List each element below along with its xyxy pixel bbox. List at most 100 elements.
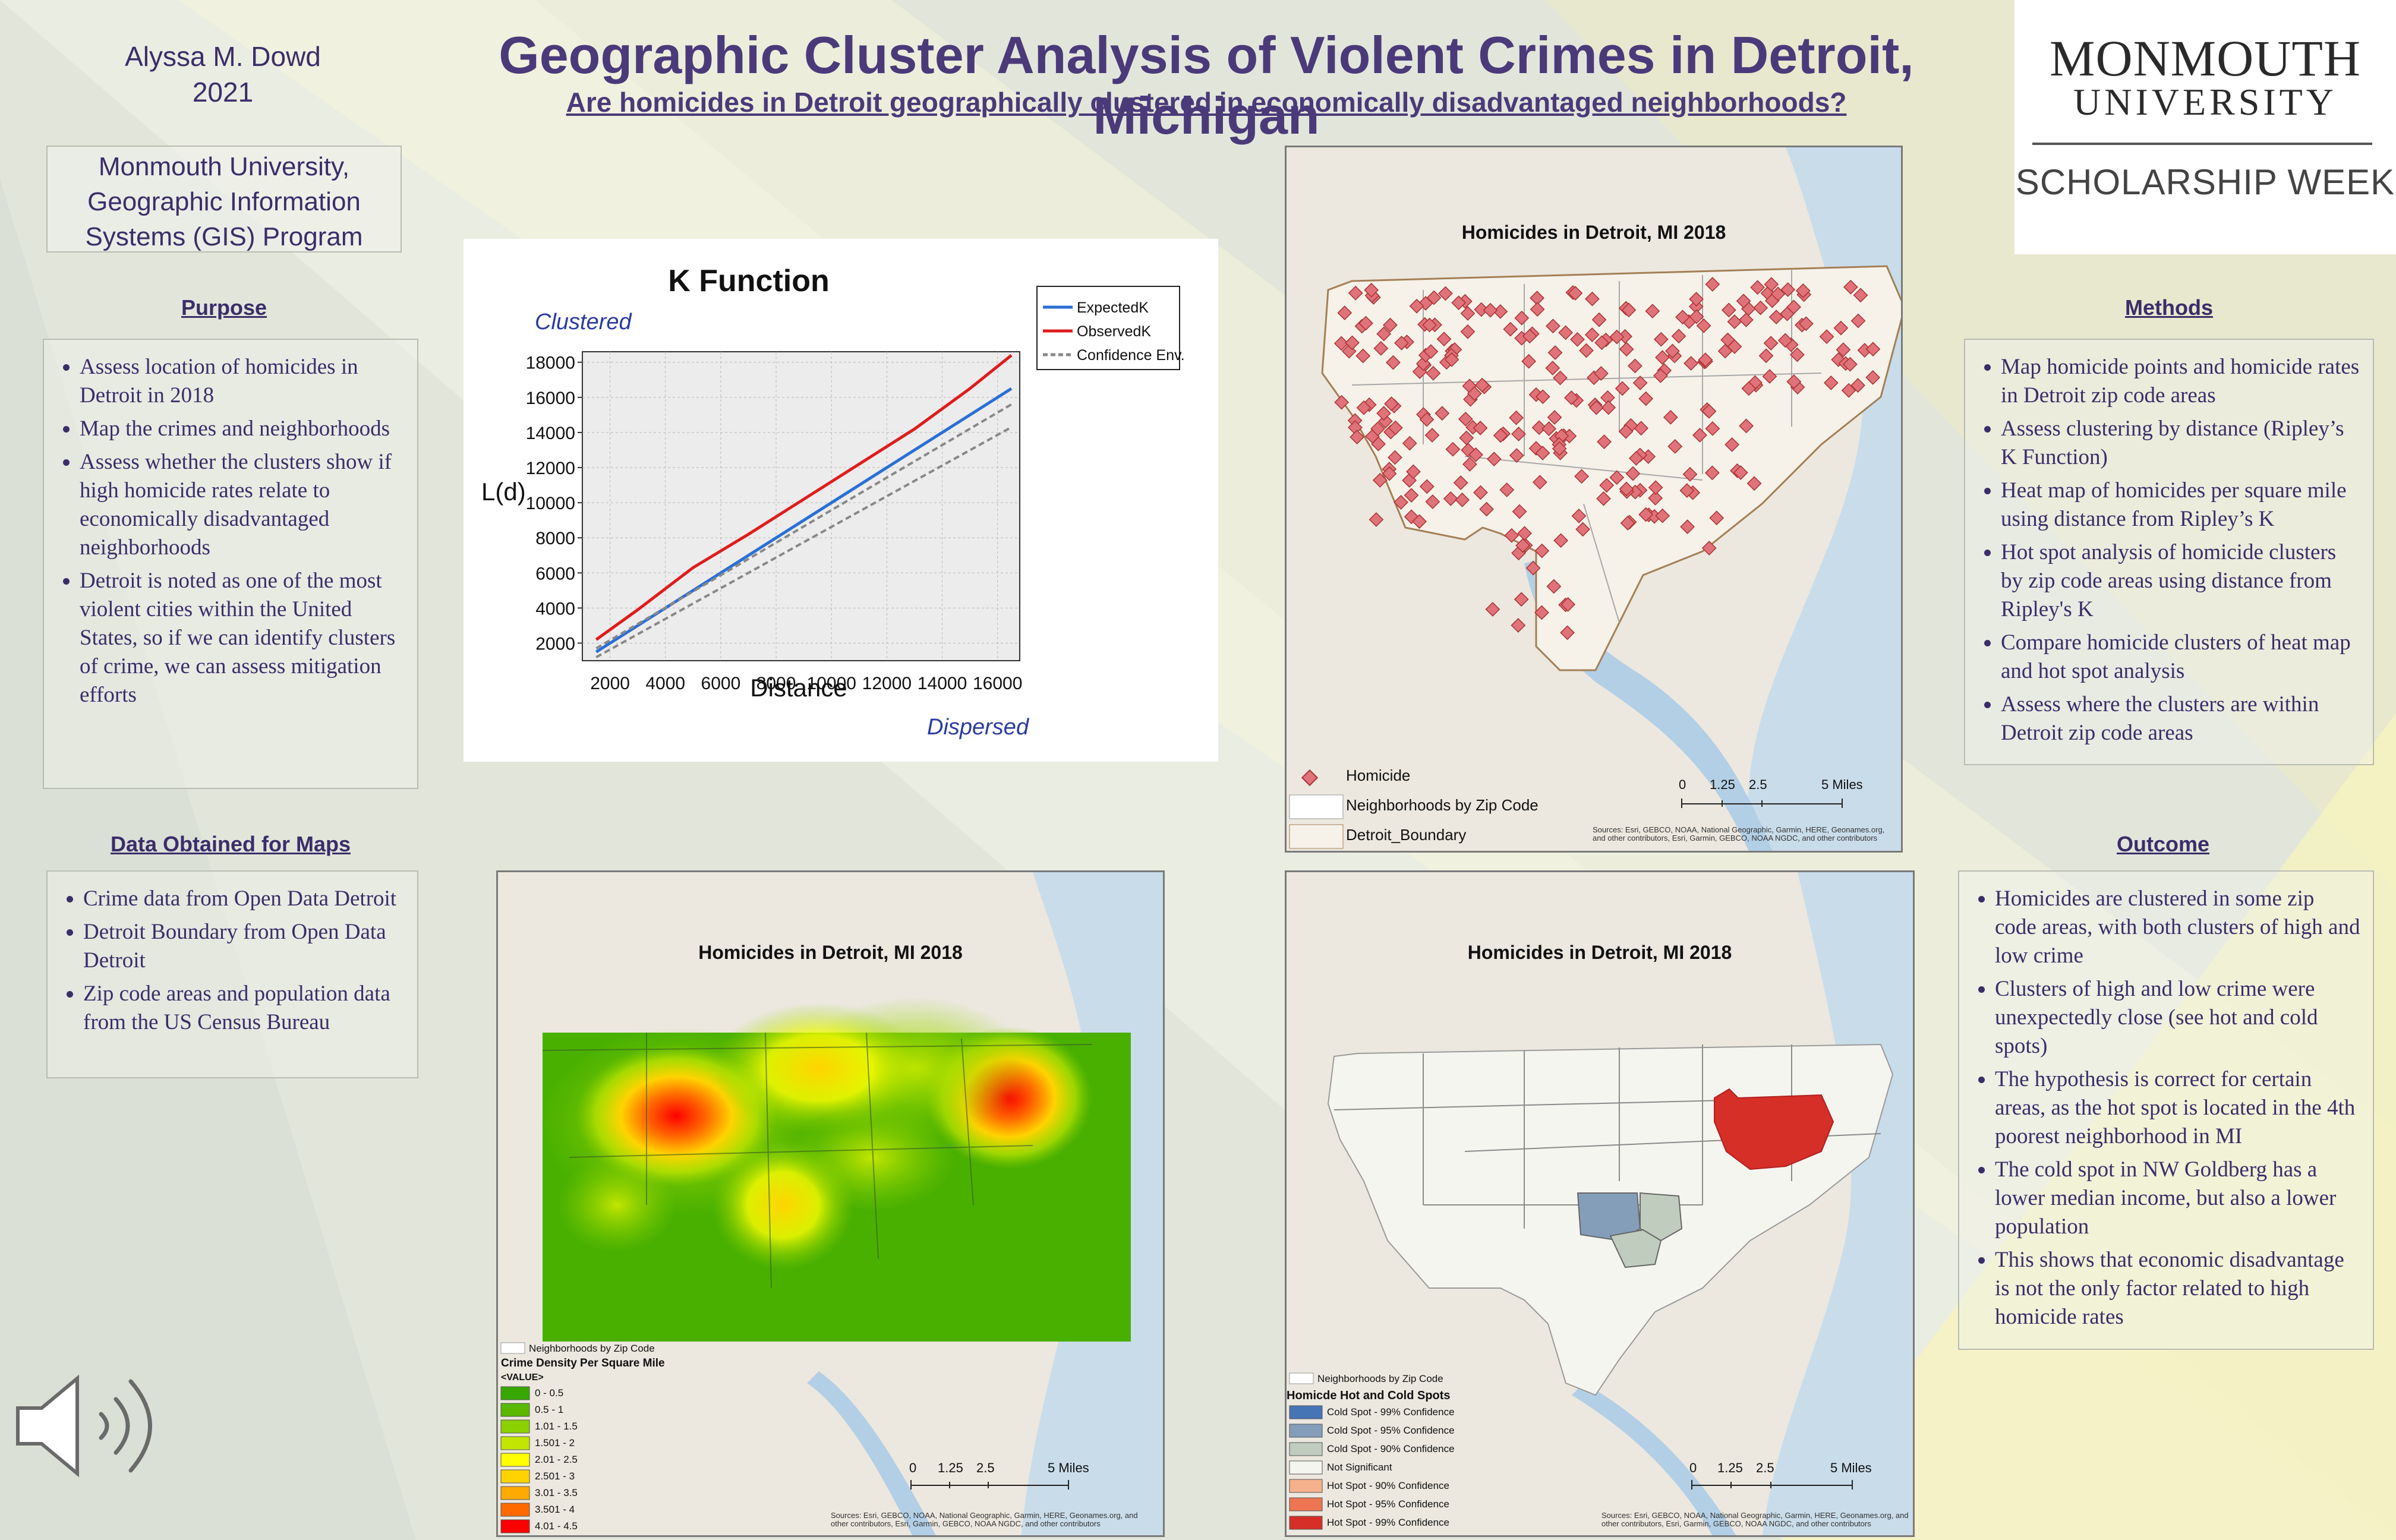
scale-label: 0 bbox=[1679, 777, 1686, 792]
legend-value-label: <VALUE> bbox=[501, 1372, 544, 1383]
homicide-point bbox=[1764, 277, 1779, 292]
homicide-point bbox=[1547, 345, 1563, 360]
homicide-point bbox=[1739, 418, 1754, 434]
homicide-point bbox=[1770, 286, 1786, 302]
homicide-point bbox=[1509, 410, 1524, 425]
scale-label: 0 bbox=[909, 1460, 917, 1475]
homicide-point bbox=[1558, 325, 1574, 340]
homicide-point bbox=[1372, 472, 1388, 488]
map-sources: Sources: Esri, GEBCO, NOAA, National Geo… bbox=[1593, 825, 1885, 842]
homicide-point bbox=[1394, 494, 1408, 510]
homicide-point bbox=[1511, 618, 1526, 633]
legend-title: Crime Density Per Square Mile bbox=[501, 1357, 665, 1369]
homicide-point bbox=[1515, 538, 1531, 553]
homicide-point bbox=[1394, 335, 1409, 351]
heat-map-graphic bbox=[498, 872, 1163, 1535]
list-item: Map homicide points and homicide rates i… bbox=[2001, 353, 2361, 410]
homicide-point bbox=[1509, 448, 1524, 463]
homicide-point bbox=[1628, 358, 1642, 374]
scale-label: 0 bbox=[1689, 1460, 1697, 1475]
homicide-point bbox=[1534, 543, 1550, 558]
homicide-point bbox=[1369, 512, 1384, 527]
homicide-point bbox=[1665, 343, 1680, 359]
list-item: Heat map of homicides per square mile us… bbox=[2001, 476, 2361, 534]
homicide-point bbox=[1546, 318, 1560, 334]
list-item: Crime data from Open Data Detroit bbox=[83, 885, 405, 913]
homicide-point bbox=[1435, 406, 1450, 421]
homicide-point bbox=[1445, 441, 1461, 457]
hot-spot-map: Homicides in Detroit, MI 2018 Neighborho… bbox=[1285, 870, 1915, 1537]
homicide-point bbox=[1798, 316, 1814, 332]
purpose-box: Assess location of homicides in Detroit … bbox=[43, 339, 418, 789]
homicide-point bbox=[1609, 470, 1625, 485]
heat-legend-swatch bbox=[500, 1386, 530, 1400]
homicide-point bbox=[1453, 475, 1468, 490]
series-line-observedk bbox=[595, 354, 1013, 641]
homicide-point bbox=[1786, 374, 1802, 389]
homicide-point bbox=[1655, 508, 1670, 523]
heat-legend-swatch bbox=[500, 1469, 530, 1484]
list-item: Assess whether the clusters show if high… bbox=[80, 448, 405, 562]
scale-label: 2.5 bbox=[1756, 1460, 1774, 1475]
speaker-icon[interactable] bbox=[12, 1367, 178, 1485]
homicide-point bbox=[1424, 428, 1440, 443]
cold-spot-90-area bbox=[1640, 1192, 1683, 1242]
homicide-point bbox=[1560, 625, 1575, 640]
homicide-point bbox=[1679, 483, 1695, 498]
y-tick-label: 4000 bbox=[535, 599, 575, 618]
poster-title: Geographic Cluster Analysis of Violent C… bbox=[499, 26, 1914, 145]
dispersed-label: Dispersed bbox=[927, 715, 1030, 740]
homicide-point bbox=[1653, 368, 1668, 383]
homicide-point bbox=[1705, 465, 1720, 481]
homicide-point bbox=[1692, 428, 1707, 443]
neighborhoods-legend-swatch bbox=[1289, 794, 1344, 819]
homicide-point bbox=[1553, 370, 1568, 386]
scale-bar bbox=[1681, 799, 1843, 808]
data-obtained-heading: Data Obtained for Maps bbox=[110, 832, 351, 856]
homicide-point bbox=[1667, 438, 1683, 454]
homicide-point bbox=[1594, 366, 1609, 381]
homicide-point bbox=[1597, 434, 1612, 450]
author-block: Alyssa M. Dowd 2021 bbox=[89, 39, 357, 110]
list-item: Hot spot analysis of homicide clusters b… bbox=[2001, 538, 2361, 624]
homicide-point bbox=[1419, 412, 1435, 427]
homicide-point bbox=[1485, 602, 1500, 617]
homicide-point bbox=[1663, 409, 1678, 425]
homicide-point bbox=[1865, 342, 1881, 357]
hot-legend-swatch bbox=[1289, 1479, 1323, 1493]
heat-legend-swatch bbox=[500, 1403, 530, 1417]
homicide-point bbox=[1620, 515, 1635, 531]
scale-label: 2.5 bbox=[976, 1460, 995, 1475]
methods-list: Map homicide points and homicide rates i… bbox=[1965, 340, 2373, 747]
homicide-point bbox=[1786, 299, 1801, 315]
y-tick-label: 6000 bbox=[535, 564, 575, 583]
homicide-point bbox=[1795, 283, 1811, 298]
homicide-point bbox=[1425, 494, 1440, 509]
homicide-point bbox=[1503, 321, 1518, 337]
homicide-point bbox=[1600, 390, 1615, 405]
homicide-point bbox=[1345, 335, 1360, 351]
homicide-point bbox=[1358, 315, 1373, 331]
homicide-point bbox=[1443, 491, 1458, 506]
homicide-point bbox=[1402, 436, 1417, 451]
x-tick-label: 2000 bbox=[590, 674, 630, 693]
homicide-points bbox=[1333, 277, 1881, 640]
homicide-point bbox=[1727, 314, 1742, 329]
homicide-point bbox=[1763, 336, 1779, 351]
purpose-heading: Purpose bbox=[181, 295, 267, 320]
homicide-point bbox=[1720, 332, 1735, 348]
homicide-point bbox=[1648, 490, 1663, 506]
homicide-point bbox=[1682, 466, 1698, 482]
homicide-point bbox=[1376, 326, 1392, 342]
homicide-point bbox=[1376, 406, 1391, 421]
homicide-point bbox=[1725, 437, 1740, 452]
homicide-point bbox=[1634, 421, 1649, 436]
homicide-point bbox=[1618, 329, 1632, 344]
list-item: Homicides are clustered in some zip code… bbox=[1995, 885, 2361, 970]
homicide-point bbox=[1348, 285, 1363, 301]
homicide-point bbox=[1522, 329, 1537, 344]
purpose-list: Assess location of homicides in Detroit … bbox=[44, 340, 417, 709]
map-title: Homicides in Detroit, MI 2018 bbox=[1461, 222, 1726, 243]
homicide-point bbox=[1406, 464, 1421, 479]
homicide-point bbox=[1689, 309, 1704, 324]
